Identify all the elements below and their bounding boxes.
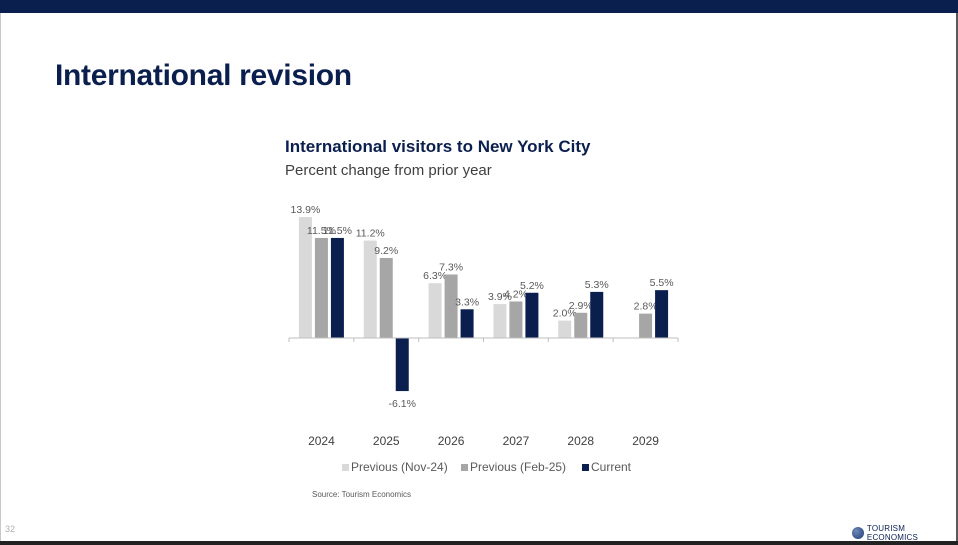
bar-2028-series-1 [574,312,588,338]
bar-2025-series-0 [363,240,377,338]
bar-2024-series-2 [330,237,344,338]
data-label-2026-series-2: 3.3% [455,296,479,308]
chart-title: International visitors to New York City [285,137,591,156]
data-label-2028-series-2: 5.3% [585,279,609,291]
data-label-2026-series-0: 6.3% [423,270,447,282]
data-label-2025-series-0: 11.2% [356,228,385,240]
bar-2026-series-2 [460,309,474,338]
legend-label-1: Previous (Feb-25) [470,460,566,474]
data-label-2024-series-2: 11.5% [323,225,352,237]
slide-bottom-border [0,541,958,545]
source-note: Source: Tourism Economics [312,490,411,499]
bar-2025-series-1 [379,257,393,338]
slide-title: International revision [55,59,352,92]
data-label-2025-series-2: -6.1% [389,398,416,410]
bar-2027-series-0 [493,304,507,338]
company-logo: TOURISM ECONOMICS [852,524,958,542]
data-label-2025-series-1: 9.2% [374,245,398,257]
bar-2028-series-2 [590,291,604,338]
data-label-2028-series-1: 2.9% [569,300,593,312]
data-label-2028-series-0: 2.0% [553,308,577,320]
page-number: 32 [5,524,16,534]
bar-2026-series-0 [428,283,442,338]
data-label-2029-series-2: 5.5% [650,277,674,289]
bar-2026-series-1 [444,274,458,338]
bar-2024-series-1 [314,237,328,338]
x-tick-label-2025: 2025 [373,434,400,448]
bar-2025-series-2 [395,338,409,392]
bar-2029-series-1 [639,313,653,338]
top-banner [0,0,958,13]
legend-label-0: Previous (Nov-24) [351,460,448,474]
data-label-2027-series-2: 5.2% [520,280,544,292]
data-label-2027-series-1: 4.2% [504,288,528,300]
data-label-2026-series-1: 7.3% [439,261,463,273]
x-tick-label-2028: 2028 [567,434,594,448]
chart-subtitle: Percent change from prior year [285,162,492,179]
legend-swatch-2 [582,464,589,471]
data-label-2027-series-0: 3.9% [488,291,512,303]
globe-icon [852,527,864,539]
bar-2024-series-0 [298,217,312,338]
x-tick-label-2024: 2024 [308,434,335,448]
x-tick-label-2029: 2029 [632,434,659,448]
bar-2029-series-2 [655,290,669,338]
bar-2027-series-1 [509,301,523,338]
data-label-2024-series-0: 13.9% [291,204,321,216]
data-label-2024-series-1: 11.5% [307,225,336,237]
legend-swatch-0 [342,464,349,471]
logo-text: TOURISM ECONOMICS [866,524,919,542]
bar-2027-series-2 [525,292,539,338]
bar-2028-series-0 [558,320,572,338]
x-tick-label-2026: 2026 [438,434,465,448]
legend-label-2: Current [591,460,632,474]
slide-left-border [0,13,1,545]
data-label-2029-series-1: 2.8% [634,301,658,313]
legend-swatch-1 [461,464,468,471]
x-tick-label-2027: 2027 [503,434,530,448]
slide-right-border [956,13,958,545]
